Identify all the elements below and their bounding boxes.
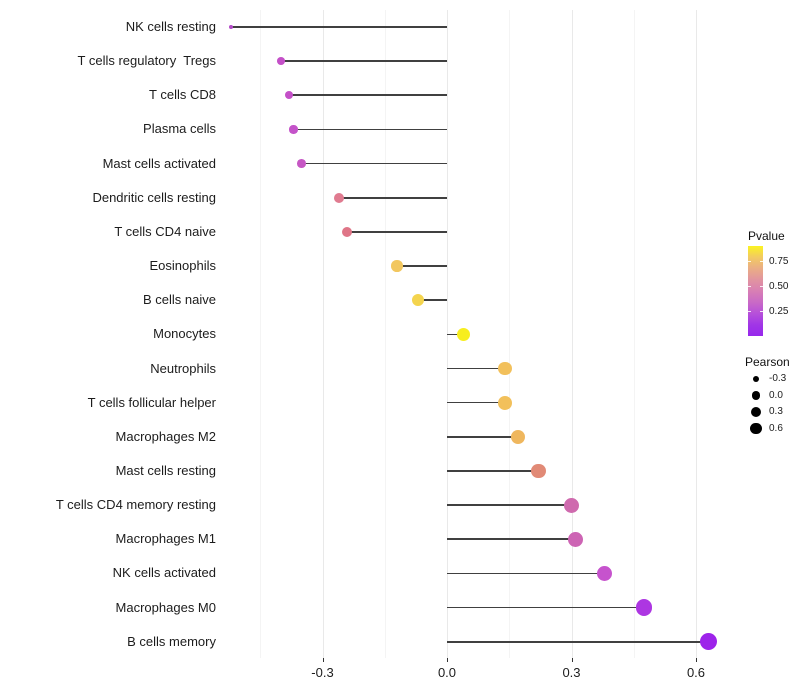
lollipop-stem	[447, 435, 518, 438]
gridline-minor	[260, 10, 262, 658]
lollipop-stem	[447, 470, 539, 472]
lollipop-dot	[699, 633, 718, 651]
colorbar-tick	[748, 261, 751, 263]
category-label: B cells naive	[143, 292, 216, 308]
x-tick-label: -0.3	[311, 665, 334, 680]
lollipop-stem	[281, 60, 447, 62]
category-label: Dendritic cells resting	[92, 189, 216, 205]
lollipop-dot	[457, 327, 471, 341]
lollipop-dot	[334, 192, 345, 203]
legend-size-label: -0.3	[769, 373, 787, 384]
gridline-minor	[384, 10, 386, 658]
category-label: NK cells activated	[112, 565, 216, 581]
colorbar-tick	[760, 261, 763, 263]
category-label: Mast cells activated	[102, 155, 216, 171]
category-label: B cells memory	[127, 633, 216, 649]
lollipop-stem	[447, 606, 645, 609]
category-label: Macrophages M0	[115, 599, 216, 615]
legend-size-label: 0.0	[769, 389, 783, 401]
gridline-minor	[633, 10, 635, 658]
lollipop-dot	[229, 25, 234, 29]
x-tick-label: 0.6	[686, 665, 706, 680]
lollipop-stem	[289, 94, 447, 97]
lollipop-stem	[447, 572, 605, 575]
legend-size-dot	[750, 423, 762, 435]
x-tick-label: 0.0	[437, 665, 457, 680]
category-label: Monocytes	[153, 326, 216, 342]
colorbar-tick-label: 0.75	[769, 256, 789, 268]
legend-size-dot	[752, 375, 760, 383]
lollipop-stem	[447, 401, 506, 404]
colorbar-tick-label: 0.25	[769, 305, 789, 317]
pvalue-legend-title: Pvalue	[748, 229, 785, 243]
category-label: NK cells resting	[125, 19, 216, 34]
colorbar-tick	[760, 310, 763, 312]
lollipop-dot	[510, 429, 525, 444]
lollipop-dot	[596, 565, 613, 582]
category-label: T cells CD8	[149, 87, 216, 103]
lollipop-stem	[447, 538, 576, 541]
lollipop-dot	[531, 463, 546, 479]
x-tick-label: 0.3	[562, 665, 581, 680]
x-tick-mark	[447, 658, 448, 662]
category-label: T cells CD4 naive	[114, 223, 216, 239]
lollipop-dot	[277, 57, 285, 66]
lollipop-dot	[636, 599, 653, 616]
category-label: T cells follicular helper	[87, 394, 216, 410]
lollipop-dot	[342, 226, 353, 237]
gridline-major	[322, 10, 324, 658]
category-label: T cells regulatory Tregs	[77, 53, 216, 69]
plot-panel	[222, 10, 734, 658]
lollipop-dot	[498, 395, 512, 410]
lollipop-stem	[447, 504, 572, 506]
category-label: Macrophages M1	[115, 531, 216, 547]
colorbar-tick	[748, 310, 751, 312]
lollipop-stem	[347, 231, 447, 233]
lollipop-dot	[498, 361, 512, 376]
category-label: Plasma cells	[143, 121, 216, 137]
category-label: Mast cells resting	[115, 462, 216, 478]
x-tick-mark	[322, 658, 324, 662]
colorbar-tick	[748, 286, 751, 288]
legend-size-dot	[751, 407, 761, 418]
lollipop-dot	[563, 497, 579, 513]
colorbar-tick-label: 0.50	[769, 281, 789, 293]
category-label: Eosinophils	[149, 258, 217, 274]
lollipop-dot	[411, 294, 424, 307]
lollipop-stem	[231, 26, 447, 28]
lollipop-stem	[301, 162, 447, 165]
category-label: Neutrophils	[150, 360, 216, 376]
lollipop-stem	[447, 367, 506, 370]
legend-size-label: 0.6	[769, 422, 783, 434]
x-tick-mark	[571, 658, 573, 662]
gridline-major	[571, 10, 573, 658]
lollipop-dot	[568, 531, 584, 547]
lollipop-stem	[339, 196, 447, 199]
lollipop-dot	[297, 159, 307, 168]
colorbar-tick	[760, 286, 763, 288]
lollipop-dot	[391, 260, 403, 272]
pearson-legend-title: Pearson	[745, 355, 790, 369]
category-label: T cells CD4 memory resting	[55, 497, 216, 513]
gridline-minor	[509, 10, 511, 658]
lollipop-stem	[397, 265, 447, 267]
lollipop-stem	[447, 640, 709, 643]
legend-size-label: 0.3	[769, 406, 783, 418]
x-tick-mark	[696, 658, 697, 662]
lollipop-dot	[289, 125, 298, 134]
gridline-major	[696, 10, 697, 658]
lollipop-stem	[293, 128, 447, 131]
pvalue-colorbar	[748, 246, 763, 336]
lollipop-stem	[417, 299, 447, 302]
lollipop-stem	[447, 333, 464, 336]
category-label: Macrophages M2	[115, 428, 216, 444]
legend-size-dot	[751, 391, 761, 400]
lollipop-dot	[285, 91, 294, 100]
